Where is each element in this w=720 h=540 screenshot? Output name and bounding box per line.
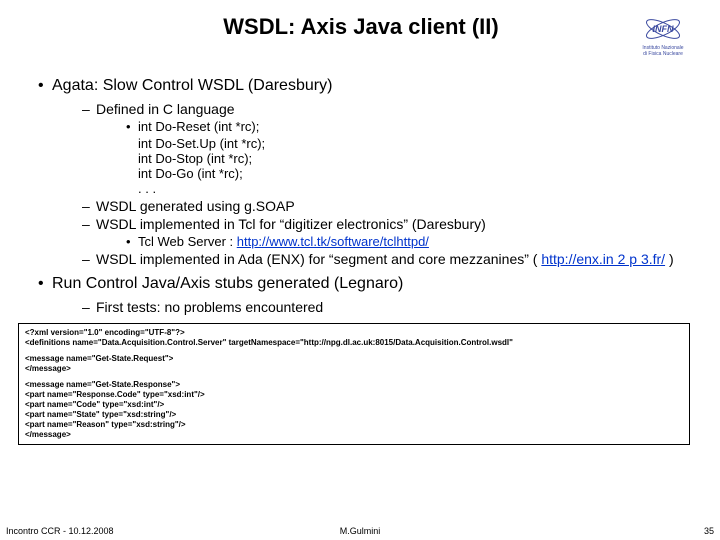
- xml-line: <message name="Get-State.Response">: [25, 380, 683, 390]
- xml-line: <part name="State" type="xsd:string"/>: [25, 410, 683, 420]
- xml-line: <part name="Response.Code" type="xsd:int…: [25, 390, 683, 400]
- xml-line: <part name="Code" type="xsd:int"/>: [25, 400, 683, 410]
- bullet-3: int Do-Reset (int *rc);: [126, 119, 692, 134]
- bullet-1: Run Control Java/Axis stubs generated (L…: [38, 275, 692, 293]
- text: WSDL implemented in Ada (ENX) for “segme…: [96, 251, 541, 267]
- bullet-2: WSDL implemented in Tcl for “digitizer e…: [82, 216, 692, 232]
- infn-logo: INFN Instituto Nazionale di Fisica Nucle…: [634, 14, 692, 57]
- code-line: int Do-Go (int *rc);: [138, 166, 692, 181]
- svg-text:INFN: INFN: [653, 24, 674, 34]
- bullet-1: Agata: Slow Control WSDL (Daresbury): [38, 77, 692, 95]
- xml-snippet: <?xml version="1.0" encoding="UTF-8"?> <…: [18, 323, 690, 445]
- code-line: int Do-Set.Up (int *rc);: [138, 136, 692, 151]
- text: ): [665, 251, 674, 267]
- bullet-2: WSDL generated using g.SOAP: [82, 198, 692, 214]
- slide: WSDL: Axis Java client (II) INFN Institu…: [0, 0, 720, 540]
- tcl-link[interactable]: http://www.tcl.tk/software/tclhttpd/: [237, 234, 429, 249]
- logo-line2: di Fisica Nucleare: [643, 51, 683, 57]
- logo-icon: INFN: [641, 14, 685, 44]
- code-line: int Do-Reset (int *rc);: [138, 119, 692, 134]
- footer: Incontro CCR - 10.12.2008 M.Gulmini 35: [6, 526, 714, 536]
- slide-title: WSDL: Axis Java client (II): [88, 14, 634, 40]
- xml-line: <definitions name="Data.Acquisition.Cont…: [25, 338, 683, 348]
- xml-line: </message>: [25, 364, 683, 374]
- xml-line: <?xml version="1.0" encoding="UTF-8"?>: [25, 328, 683, 338]
- page-number: 35: [704, 526, 714, 536]
- bullet-3: Tcl Web Server : http://www.tcl.tk/softw…: [126, 234, 692, 249]
- footer-center: M.Gulmini: [340, 526, 381, 536]
- bullet-2: First tests: no problems encountered: [82, 299, 692, 315]
- xml-line: </message>: [25, 430, 683, 440]
- slide-body: Agata: Slow Control WSDL (Daresbury) Def…: [28, 77, 692, 445]
- code-line: int Do-Stop (int *rc);: [138, 151, 692, 166]
- footer-left: Incontro CCR - 10.12.2008: [6, 526, 114, 536]
- header: WSDL: Axis Java client (II) INFN Institu…: [28, 14, 692, 57]
- xml-line: <message name="Get-State.Request">: [25, 354, 683, 364]
- xml-line: <part name="Reason" type="xsd:string"/>: [25, 420, 683, 430]
- enx-link[interactable]: http://enx.in 2 p 3.fr/: [541, 251, 665, 267]
- bullet-2: WSDL implemented in Ada (ENX) for “segme…: [82, 251, 692, 267]
- code-line: . . .: [138, 181, 692, 196]
- bullet-2: Defined in C language: [82, 101, 692, 117]
- text: Tcl Web Server :: [138, 234, 237, 249]
- logo-caption: Instituto Nazionale di Fisica Nucleare: [634, 46, 692, 57]
